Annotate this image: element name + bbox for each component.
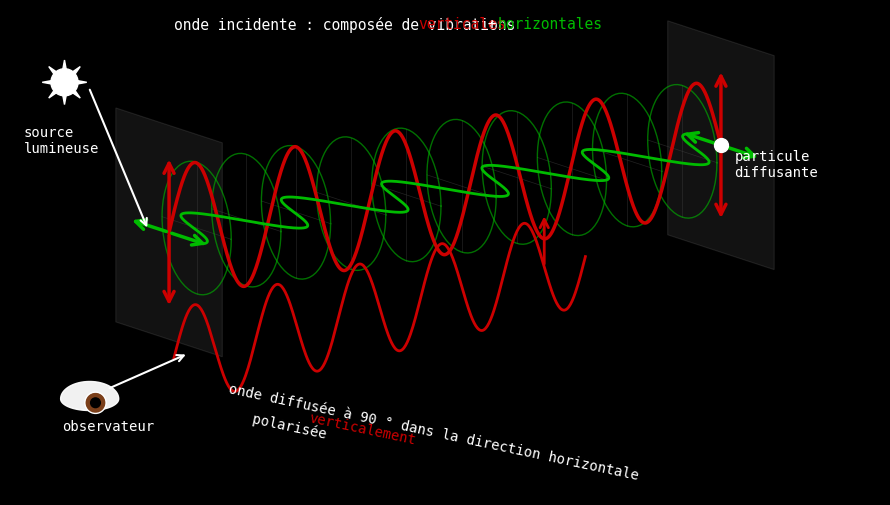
Text: +: + (479, 18, 506, 32)
Polygon shape (71, 89, 80, 98)
Polygon shape (116, 108, 222, 357)
Polygon shape (61, 381, 118, 411)
Polygon shape (668, 21, 774, 270)
Text: verticales: verticales (418, 18, 506, 32)
Text: verticalement: verticalement (308, 412, 417, 448)
Polygon shape (49, 67, 58, 76)
Polygon shape (49, 89, 58, 98)
Text: horizontales: horizontales (498, 18, 603, 32)
Text: particule
diffusante: particule diffusante (734, 150, 818, 180)
Circle shape (51, 69, 78, 96)
Polygon shape (76, 80, 86, 84)
Polygon shape (71, 67, 80, 76)
Text: onde diffusée à 90 ° dans la direction horizontale: onde diffusée à 90 ° dans la direction h… (227, 382, 640, 483)
Circle shape (91, 398, 101, 408)
Circle shape (85, 393, 105, 413)
Text: source
lumineuse: source lumineuse (24, 126, 99, 156)
Text: onde incidente : composée de vibrations: onde incidente : composée de vibrations (174, 18, 524, 33)
Polygon shape (62, 93, 67, 105)
Text: polarisée: polarisée (251, 412, 336, 443)
Polygon shape (42, 80, 53, 84)
Text: observateur: observateur (62, 420, 155, 434)
Polygon shape (62, 60, 67, 71)
